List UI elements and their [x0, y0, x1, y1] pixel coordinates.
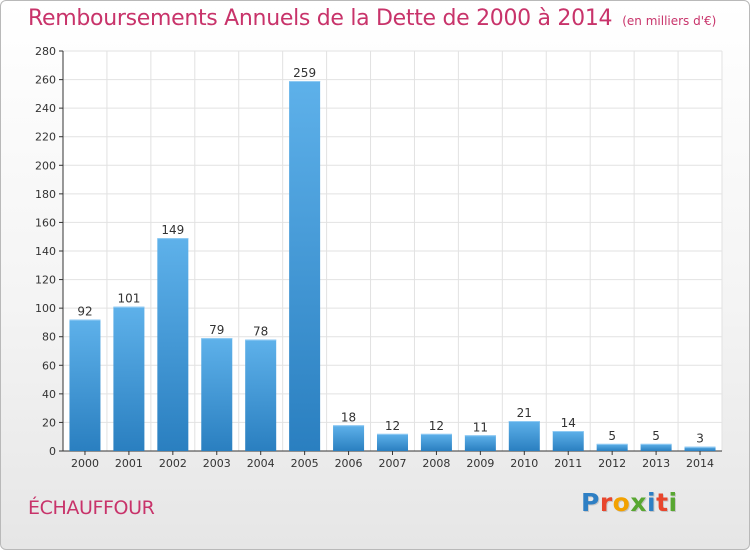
logo-letter: x: [630, 488, 647, 517]
y-tick-label: 180: [35, 188, 56, 201]
chart-unit: (en milliers d'€): [622, 14, 717, 28]
y-tick-label: 20: [42, 416, 56, 429]
chart-title-text: Remboursements Annuels de la Dette de 20…: [28, 6, 613, 31]
bar: [508, 421, 540, 451]
y-tick-label: 100: [35, 302, 56, 315]
x-tick-label: 2004: [247, 457, 275, 470]
y-tick-label: 200: [35, 159, 56, 172]
bar: [684, 446, 716, 451]
y-tick-label: 140: [35, 245, 56, 258]
logo-letter: i: [668, 488, 678, 517]
data-label: 12: [429, 419, 444, 433]
data-label: 101: [117, 292, 140, 306]
bar: [245, 339, 277, 451]
y-tick-label: 220: [35, 131, 56, 144]
bar: [289, 81, 321, 451]
x-tick-label: 2012: [598, 457, 626, 470]
x-tick-label: 2008: [422, 457, 450, 470]
logo-letter: r: [599, 488, 613, 517]
bar: [201, 338, 233, 451]
y-tick-label: 60: [42, 359, 56, 372]
logo-letter: P: [581, 488, 600, 517]
x-tick-label: 2001: [115, 457, 143, 470]
data-label: 18: [341, 410, 356, 424]
y-tick-label: 240: [35, 102, 56, 115]
data-label: 259: [293, 66, 316, 80]
x-tick-label: 2005: [291, 457, 319, 470]
bar: [69, 319, 101, 451]
chart-title: Remboursements Annuels de la Dette de 20…: [28, 6, 716, 31]
data-labels: 92 101 149 79 78 259 18 12 12 11 21 14 5 5 3: [77, 66, 704, 446]
bar: [157, 238, 189, 451]
commune-name: ÉCHAUFFOUR: [28, 497, 155, 519]
x-tick-label: 2013: [642, 457, 670, 470]
bar: [420, 433, 452, 451]
x-tick-label: 2010: [510, 457, 538, 470]
data-label: 14: [561, 416, 576, 430]
bar: [552, 431, 584, 451]
y-tick-label: 80: [42, 331, 56, 344]
bar: [464, 435, 496, 451]
y-tick-label: 0: [49, 445, 56, 458]
bar: [377, 433, 408, 451]
y-tick-label: 280: [35, 45, 56, 58]
y-tick-label: 40: [42, 388, 56, 401]
bar: [596, 443, 628, 451]
x-tick-label: 2014: [686, 457, 714, 470]
data-label: 11: [473, 420, 488, 434]
data-label: 79: [209, 323, 224, 337]
proxiti-logo[interactable]: Proxiti: [581, 488, 678, 517]
x-tick-label: 2000: [71, 457, 99, 470]
logo-letter: o: [612, 488, 631, 517]
data-label: 5: [652, 429, 660, 443]
x-tick-label: 2009: [466, 457, 494, 470]
bar: [640, 443, 672, 451]
logo-letter: i: [647, 488, 657, 517]
data-label: 78: [253, 325, 268, 339]
data-label: 149: [161, 223, 184, 237]
x-tick-label: 2006: [335, 457, 363, 470]
data-label: 92: [77, 305, 92, 319]
logo-letter: t: [656, 488, 669, 517]
bar: [333, 425, 365, 451]
bars: [69, 81, 716, 451]
data-label: 5: [608, 429, 616, 443]
x-tick-label: 2003: [203, 457, 231, 470]
y-tick-label: 260: [35, 74, 56, 87]
x-tick-label: 2002: [159, 457, 187, 470]
data-label: 3: [696, 432, 704, 446]
y-tick-label: 160: [35, 216, 56, 229]
data-label: 12: [385, 419, 400, 433]
data-label: 21: [517, 406, 532, 420]
x-tick-label: 2011: [554, 457, 582, 470]
x-tick-label: 2007: [379, 457, 407, 470]
bar: [113, 306, 145, 451]
y-tick-label: 120: [35, 274, 56, 287]
